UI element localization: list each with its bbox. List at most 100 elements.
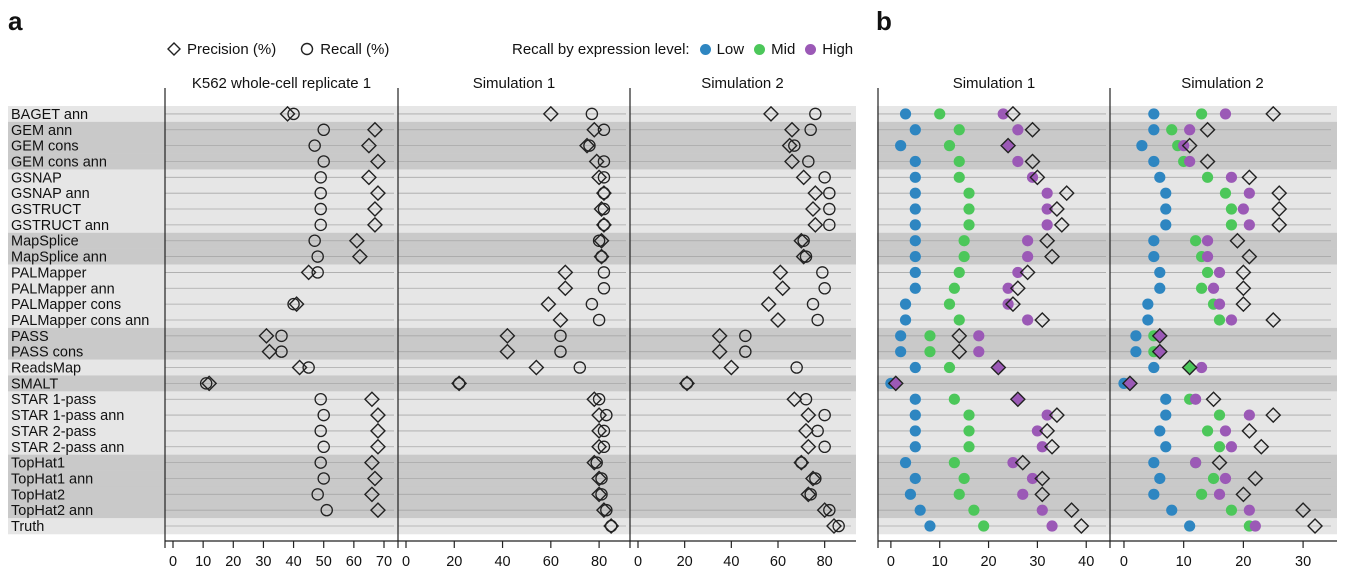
recall-low-marker <box>1154 282 1166 294</box>
recall-mid-marker <box>943 140 956 152</box>
recall-marker <box>317 472 330 485</box>
recall-mid-marker <box>1207 472 1220 485</box>
recall-mid-marker <box>953 314 965 326</box>
recall-mid-marker <box>958 235 970 247</box>
recall-mid-marker <box>1201 171 1214 183</box>
precision-marker <box>591 422 608 439</box>
precision-marker <box>1058 185 1075 202</box>
panel-title: Simulation 2 <box>1181 75 1264 92</box>
category-label: STAR 1-pass <box>11 392 96 408</box>
recall-high-marker <box>1243 409 1255 421</box>
recall-mid-marker <box>1190 235 1202 247</box>
recall-mid-marker <box>1195 282 1208 294</box>
recall-high-marker <box>1012 124 1024 136</box>
precision-marker <box>1044 438 1061 455</box>
diamond-marker-icon <box>167 42 181 56</box>
recall-low-marker <box>909 203 921 215</box>
recall-marker <box>802 155 815 168</box>
recall-low-marker <box>1148 457 1160 469</box>
recall-low-marker <box>909 393 921 405</box>
precision-marker <box>784 153 800 170</box>
legend-low-label: Low <box>716 40 745 58</box>
legend-precision-recall: Precision (%) Recall (%) <box>167 39 413 59</box>
precision-marker <box>1181 137 1198 154</box>
recall-high-marker <box>1184 124 1196 136</box>
precision-marker <box>1039 422 1056 439</box>
recall-marker <box>308 234 321 247</box>
recall-mid-marker <box>968 504 980 516</box>
precision-marker <box>798 422 814 439</box>
recall-low-marker <box>895 140 907 152</box>
recall-low-marker <box>909 282 921 294</box>
recall-low-marker <box>924 520 936 532</box>
precision-marker <box>1307 518 1324 535</box>
recall-marker <box>823 218 836 232</box>
category-label: STAR 2-pass <box>11 424 96 440</box>
recall-high-marker <box>1243 187 1255 199</box>
recall-low-marker <box>909 124 921 136</box>
recall-high-marker <box>1178 140 1190 152</box>
recall-high-marker <box>1243 504 1255 516</box>
precision-marker <box>990 359 1007 376</box>
legend-high-label: High <box>822 40 854 58</box>
precision-marker <box>579 137 596 154</box>
precision-marker <box>528 359 545 376</box>
recall-marker <box>314 202 327 216</box>
x-tick-label: 10 <box>932 554 948 570</box>
legend-precision: Precision (%) <box>167 41 276 58</box>
recall-marker <box>604 519 618 533</box>
recall-high-marker <box>973 330 985 342</box>
x-tick-label: 60 <box>543 554 559 570</box>
precision-marker <box>1024 121 1041 138</box>
x-tick-label: 20 <box>1235 554 1251 570</box>
precision-marker <box>591 486 608 503</box>
recall-marker <box>199 377 213 390</box>
recall-marker <box>317 440 330 454</box>
precision-marker <box>1265 407 1282 424</box>
precision-marker <box>1241 248 1258 265</box>
recall-high-marker <box>1041 219 1053 231</box>
precision-marker <box>369 502 386 519</box>
x-tick-label: 80 <box>817 554 833 570</box>
precision-marker <box>1039 232 1056 249</box>
recall-high-marker <box>1249 520 1261 532</box>
recall-high-marker <box>1036 504 1048 516</box>
precision-marker <box>261 343 278 360</box>
x-tick-label: 70 <box>376 554 392 570</box>
recall-mid-marker <box>1213 409 1226 421</box>
recall-marker <box>823 202 836 216</box>
legend-recall-label: Recall (%) <box>320 40 390 58</box>
recall-marker <box>585 107 599 121</box>
category-label: PASS cons <box>11 345 83 361</box>
recall-mid-marker <box>1195 488 1208 500</box>
precision-marker <box>951 327 968 344</box>
precision-marker <box>774 280 791 297</box>
recall-marker <box>590 456 603 469</box>
recall-mid-marker <box>963 219 975 231</box>
recall-mid-marker <box>978 520 990 532</box>
recall-marker <box>788 139 801 152</box>
category-label: TopHat1 ann <box>11 471 93 487</box>
category-label: STAR 2-pass ann <box>11 440 124 456</box>
recall-high-marker <box>1201 235 1214 247</box>
precision-marker <box>593 201 610 218</box>
precision-marker <box>542 105 559 122</box>
category-label: MapSplice <box>11 234 79 250</box>
recall-low-marker <box>1148 108 1160 120</box>
recall-mid-marker <box>1213 314 1226 326</box>
recall-high-marker <box>1225 441 1238 453</box>
recall-low-marker <box>1148 124 1160 136</box>
recall-high-marker <box>1002 140 1014 152</box>
low-dot-icon <box>699 43 711 55</box>
recall-high-marker <box>1201 250 1214 263</box>
recall-low-marker <box>909 235 921 247</box>
recall-low-marker <box>909 409 921 421</box>
precision-marker <box>763 105 779 122</box>
recall-marker <box>317 123 330 137</box>
category-label: TopHat2 ann <box>11 503 93 519</box>
recall-mid-marker <box>924 330 936 342</box>
recall-marker <box>314 218 327 232</box>
precision-marker <box>1073 518 1090 535</box>
precision-marker <box>1265 105 1282 122</box>
